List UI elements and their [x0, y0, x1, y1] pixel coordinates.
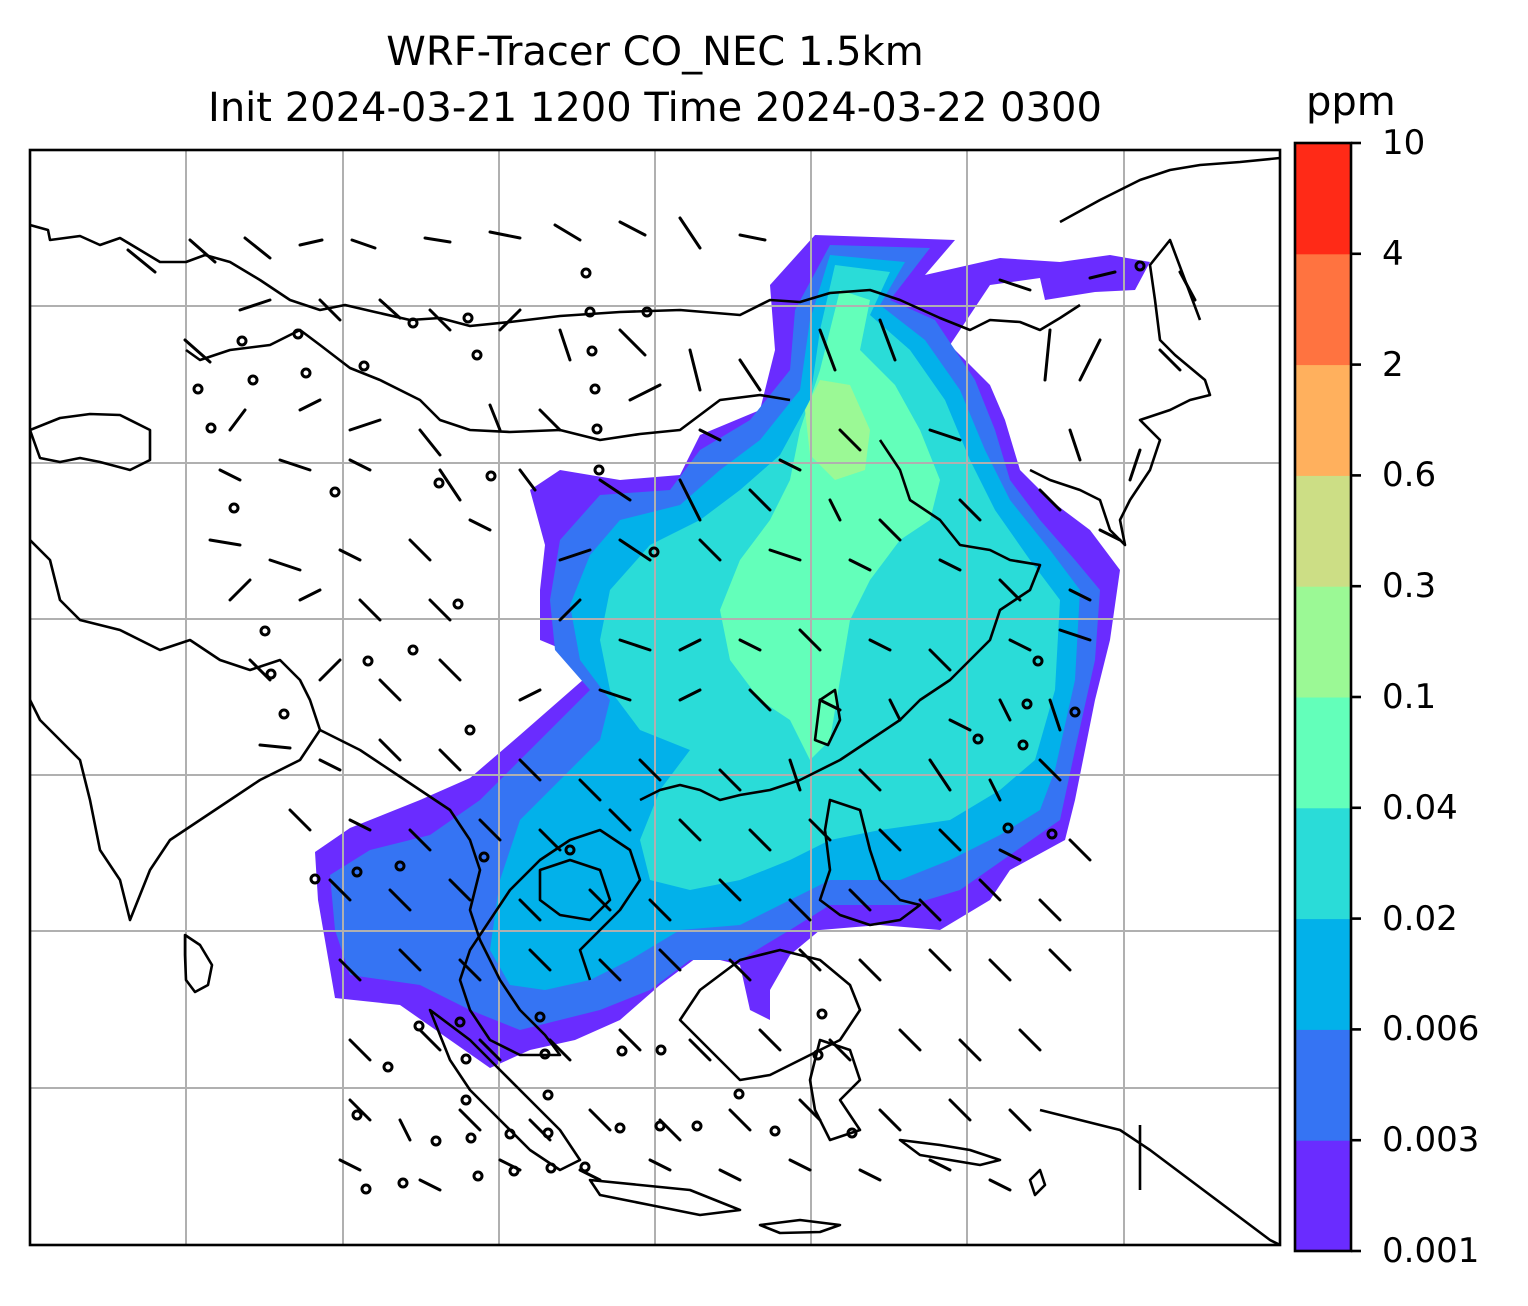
- colorbar-tick-label: 0.02: [1382, 898, 1458, 939]
- coast-east: [1059, 156, 1280, 224]
- plume-layer-01: [805, 380, 870, 480]
- colorbar-segment: [1295, 475, 1351, 587]
- wind-barbs: [126, 216, 1197, 1192]
- colorbar-segment: [1295, 807, 1351, 920]
- colorbar-tick-label: 0.001: [1382, 1231, 1480, 1271]
- colorbar-tick-label: 4: [1382, 233, 1404, 274]
- tracer-plume: [315, 235, 1150, 1068]
- colorbar-segment: [1295, 1029, 1351, 1141]
- colorbar-tick-label: 0.3: [1382, 566, 1437, 607]
- colorbar-segment: [1295, 1140, 1351, 1252]
- coast-korea-japan: [1029, 238, 1212, 547]
- colorbar-tick-label: 0.006: [1382, 1009, 1480, 1050]
- colorbar: [1293, 141, 1361, 1253]
- mekong-area: [538, 858, 612, 922]
- coastlines: [30, 156, 1280, 1245]
- colorbar-tick-label: 10: [1382, 123, 1426, 163]
- islands-east: [758, 1138, 1047, 1235]
- colorbar-segment: [1295, 697, 1351, 809]
- plume-layer-004: [720, 290, 940, 760]
- coast-india: [30, 539, 322, 922]
- colorbar-segment: [1295, 143, 1351, 255]
- colorbar-unit-label: ppm: [1306, 79, 1396, 125]
- map-title-line1: WRF-Tracer CO_NEC 1.5km: [386, 29, 924, 75]
- calm-markers: [192, 260, 1146, 1195]
- map-frame: [28, 148, 1282, 1247]
- colorbar-segment: [1295, 253, 1351, 366]
- philippines: [818, 798, 922, 927]
- sulawesi: [808, 1038, 862, 1142]
- caspian: [30, 412, 152, 472]
- java: [588, 1178, 742, 1217]
- coast-china-east: [639, 439, 1042, 802]
- colorbar-tick-label: 0.003: [1382, 1120, 1480, 1161]
- sri-lanka: [183, 933, 214, 994]
- colorbar-segment: [1295, 364, 1351, 476]
- sumatra: [428, 1008, 582, 1172]
- taiwan: [813, 688, 842, 747]
- coast-central-asia: [185, 328, 791, 442]
- colorbar-tick-label: 0.04: [1382, 787, 1458, 828]
- coast-north: [30, 223, 1081, 332]
- coast-indochina: [319, 728, 642, 1057]
- new-guinea: [1039, 1108, 1280, 1245]
- colorbar-segment: [1295, 586, 1351, 698]
- map-title-line2: Init 2024-03-21 1200 Time 2024-03-22 030…: [208, 85, 1102, 131]
- colorbar-tick-label: 2: [1382, 344, 1404, 385]
- colorbar-segment: [1295, 918, 1351, 1030]
- colorbar-tick-label: 0.6: [1382, 455, 1437, 496]
- colorbar-tick-label: 0.1: [1382, 677, 1437, 717]
